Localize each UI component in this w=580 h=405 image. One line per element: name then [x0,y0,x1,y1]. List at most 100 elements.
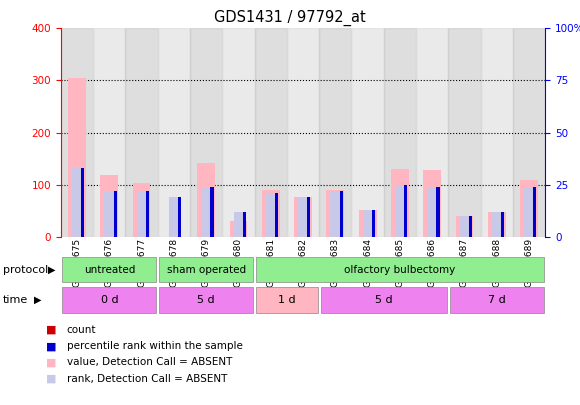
Bar [430,228,434,237]
Text: 7 d: 7 d [488,295,506,305]
Bar [287,28,319,237]
Text: GDS1431 / 97792_at: GDS1431 / 97792_at [214,10,366,26]
Text: olfactory bulbectomy: olfactory bulbectomy [345,265,455,275]
Bar [395,185,405,237]
Text: ▶: ▶ [48,265,55,275]
Bar [160,288,253,313]
Bar [275,193,278,237]
Bar [327,190,344,237]
Bar [234,212,244,237]
Text: ■: ■ [46,358,57,367]
Text: rank, Detection Call = ABSENT: rank, Detection Call = ABSENT [67,374,227,384]
Bar [104,191,114,237]
Bar [513,28,545,237]
Bar [160,257,253,282]
Bar [63,288,156,313]
Bar [146,191,149,237]
Bar [527,228,531,237]
Text: count: count [67,325,96,335]
Bar [61,28,93,237]
Bar [339,191,343,237]
Bar [481,28,513,237]
Text: percentile rank within the sample: percentile rank within the sample [67,341,242,351]
Bar [362,210,372,237]
Bar [125,28,158,237]
Bar [201,187,211,237]
Bar [321,288,447,313]
Bar [190,28,222,237]
Bar [294,197,312,237]
Bar [100,175,118,237]
Bar [520,179,538,237]
Bar [242,212,246,237]
Bar [391,169,409,237]
Bar [524,187,534,237]
Bar [255,28,287,237]
Bar [469,216,472,237]
Text: value, Detection Call = ABSENT: value, Detection Call = ABSENT [67,358,232,367]
Text: protocol: protocol [3,265,48,275]
Bar [427,187,437,237]
Bar [462,234,466,237]
Text: ▶: ▶ [34,295,41,305]
Text: 5 d: 5 d [197,295,215,305]
Bar [137,191,147,237]
Text: ■: ■ [46,341,57,351]
Bar [450,288,543,313]
Bar [256,288,318,313]
Bar [488,212,506,237]
Bar [266,193,275,237]
Text: 1 d: 1 d [278,295,296,305]
Bar [436,187,440,237]
Bar [107,228,111,237]
Bar [269,231,273,237]
Bar [359,210,376,237]
Bar [93,28,125,237]
Bar [237,234,241,237]
Bar [331,191,340,237]
Bar [256,257,543,282]
Bar [495,234,499,237]
Bar [307,197,310,237]
Bar [204,224,208,237]
Bar [384,28,416,237]
Bar [68,78,86,237]
Text: untreated: untreated [84,265,135,275]
Bar [492,212,502,237]
Bar [423,170,441,237]
Bar [351,28,384,237]
Bar [298,197,308,237]
Bar [114,191,117,237]
Bar [334,231,338,237]
Bar [211,187,213,237]
Bar [398,228,402,237]
Bar [133,183,150,237]
Bar [404,185,407,237]
Bar [81,168,85,237]
Text: sham operated: sham operated [166,265,246,275]
Bar [456,216,473,237]
Text: 5 d: 5 d [375,295,393,305]
Text: time: time [3,295,28,305]
Bar [416,28,448,237]
Bar [158,28,190,237]
Bar [222,28,255,237]
Bar [301,231,305,237]
Bar [178,197,182,237]
Bar [262,190,280,237]
Bar [140,231,144,237]
Bar [459,216,469,237]
Text: 0 d: 0 d [100,295,118,305]
Bar [63,257,156,282]
Bar [448,28,481,237]
Bar [72,168,82,237]
Bar [169,197,179,237]
Bar [230,221,247,237]
Bar [372,210,375,237]
Bar [365,234,369,237]
Bar [533,187,536,237]
Bar [197,163,215,237]
Text: ■: ■ [46,325,57,335]
Bar [75,221,79,237]
Text: ■: ■ [46,374,57,384]
